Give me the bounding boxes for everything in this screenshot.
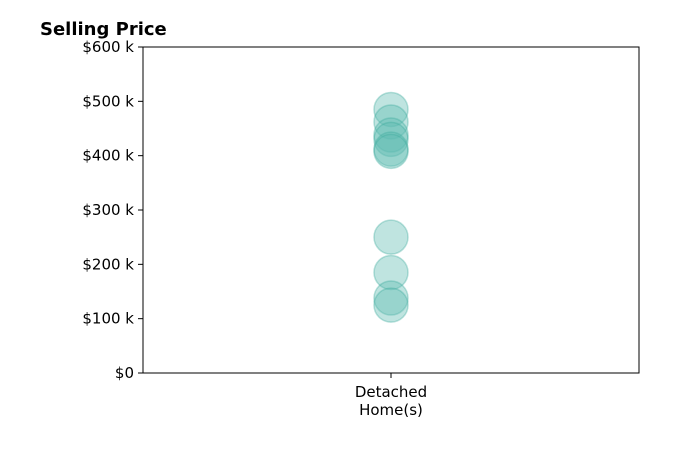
y-tick-label: $600 k [82, 38, 134, 56]
y-tick-label: $500 k [82, 92, 134, 110]
y-axis: $0 $100 k $200 k $300 k $400 k $500 k $600 k [82, 38, 143, 382]
data-point [373, 219, 409, 255]
data-point [373, 280, 409, 316]
data-point [373, 287, 409, 323]
y-tick-label: $200 k [82, 255, 134, 273]
data-markers [373, 91, 409, 323]
y-tick-label: $300 k [82, 201, 134, 219]
x-tick-label: Detached Home(s) [355, 383, 427, 419]
data-point [373, 131, 409, 167]
y-tick-label: $0 [115, 364, 134, 382]
data-point [373, 133, 409, 170]
data-point [373, 91, 409, 128]
data-point [373, 254, 409, 291]
y-tick-label: $400 k [82, 147, 134, 165]
data-point [373, 121, 409, 158]
plot-area: $0 $100 k $200 k $300 k $400 k $500 k $600 k D… [82, 38, 640, 419]
data-point [373, 104, 409, 140]
chart-title: Selling Price [40, 19, 167, 40]
x-axis: Detached Home(s) [355, 373, 427, 419]
y-tick-label: $100 k [82, 310, 134, 328]
data-point [373, 117, 409, 153]
